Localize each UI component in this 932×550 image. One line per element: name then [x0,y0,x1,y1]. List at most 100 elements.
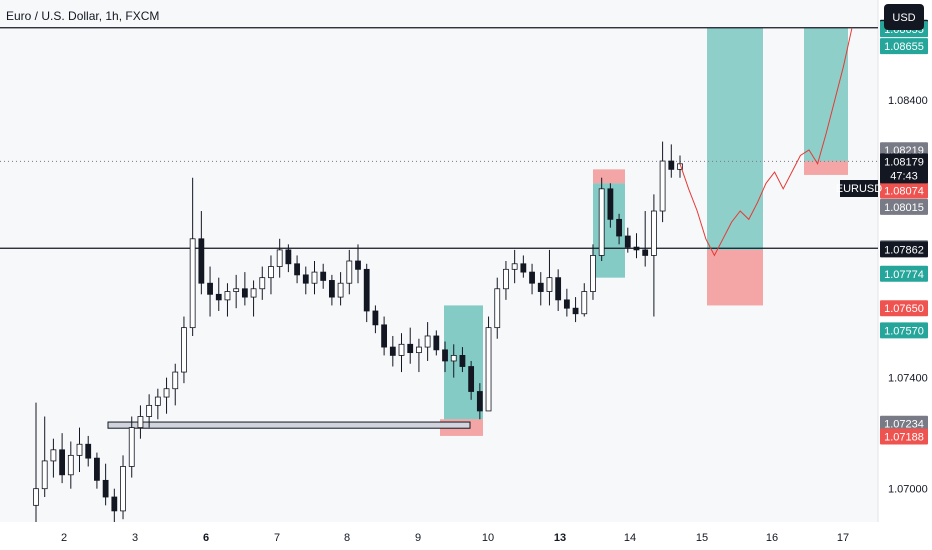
candle [302,266,309,295]
candle-body [598,188,605,256]
candle [433,330,440,356]
candle [598,177,605,261]
position-zone[interactable] [804,161,848,175]
candle-body [546,277,553,292]
price-tag-label: 1.07570 [884,325,924,337]
candle-body [590,255,596,292]
price-tag: 1.07188 [880,428,928,445]
support-rectangle[interactable] [107,421,471,429]
candle [268,255,274,295]
candle-body [172,371,179,390]
candle-body [650,210,657,256]
candle [163,377,170,414]
price-tag-label: 1.08015 [884,202,924,214]
candle [311,261,318,295]
candle [276,238,283,278]
candle [120,455,126,520]
candle-body [154,396,161,406]
candle-body [511,263,518,270]
candle [50,438,57,478]
candle [442,341,448,373]
candle-body [346,260,353,284]
candle [294,255,300,284]
candle-body [215,293,222,301]
candle [459,347,466,373]
candle-body [355,260,361,270]
price-tag-bg [880,265,928,282]
candle [224,283,231,317]
candle-body [494,288,501,329]
candle [450,344,457,378]
symbol-tag: EURUSD [836,183,883,195]
candle [189,177,196,336]
candle [468,360,475,400]
candle [633,233,640,259]
candle-body [581,291,588,315]
currency-button[interactable] [884,4,924,30]
candle [285,244,292,273]
candle [424,322,431,361]
price-tag-label: 1.07234 [884,419,924,431]
position-zone[interactable] [593,169,625,184]
candle-body [128,427,135,467]
candle [529,263,535,295]
currency-button-label: USD [892,12,915,24]
x-tick-label: 10 [482,532,494,544]
x-tick-label: 3 [132,532,138,544]
candle-body [398,343,405,356]
position-zone[interactable] [707,249,763,306]
candle-body [59,449,66,476]
candle [624,227,631,253]
symbol-tag-bg [840,180,878,197]
candle-body [328,280,335,298]
candle-body [241,288,248,298]
candle [320,263,327,289]
candle-body [459,355,466,367]
price-tag-bg [880,415,928,432]
candle-body [276,249,283,267]
candle [511,249,518,284]
price-tag: 1.07570 [880,322,928,339]
candle-body [476,391,483,412]
x-tick-label: 13 [554,532,566,544]
candle [546,249,553,306]
candle-body [111,496,118,512]
candle [233,274,240,309]
current-price-label: 1.08179 [884,156,924,168]
projection-path [679,27,853,257]
candle [607,183,614,228]
candle [111,488,118,522]
price-tag-bg [880,182,928,199]
horizontal-lines [0,27,878,249]
candle-body [624,235,631,248]
x-tick-label: 8 [344,532,350,544]
price-tag-label: 1.08655 [884,41,924,53]
x-tick-label: 16 [766,532,778,544]
candle-body [381,324,388,348]
candle-body [181,327,187,373]
candle-body [424,335,431,348]
candle-body [320,271,327,281]
x-tick-label: 17 [837,532,849,544]
candle [85,435,92,467]
price-tag-label: 1.07650 [884,303,924,315]
position-zone[interactable] [707,27,763,250]
candle-body [50,449,57,462]
candle [372,305,379,334]
price-tag-label: 1.07774 [884,269,924,281]
candle [642,211,649,267]
current-price-tag: 1.08179 47:43 [880,153,928,184]
candle [346,249,353,295]
candle-body [163,388,170,398]
position-zone[interactable] [804,27,848,162]
price-tag: 1.07650 [880,300,928,317]
candle [76,427,83,473]
x-tick-label: 9 [415,532,421,544]
candle-body [102,479,109,498]
candle [555,269,562,311]
candle-body [572,307,579,315]
candle-body [268,266,274,279]
candle [259,266,266,300]
candle [616,213,622,245]
